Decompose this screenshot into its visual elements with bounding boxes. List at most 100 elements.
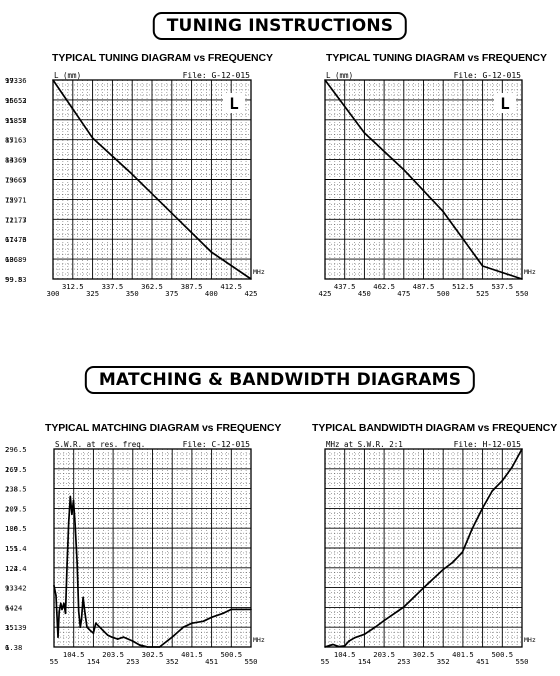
data-point <box>60 602 62 605</box>
data-point <box>71 513 73 516</box>
x-tick-label: 425 <box>319 289 332 298</box>
file-label: File: H-12-015 <box>454 440 522 449</box>
x-tick-label: 362.5 <box>141 282 163 291</box>
data-point <box>106 634 109 636</box>
y-tick-label: 35.39 <box>5 623 27 632</box>
data-point <box>461 551 464 554</box>
y-tick-label: 71.73 <box>5 215 27 224</box>
chart-2-title: TYPICAL TUNING DIAGRAM vs FREQUENCY <box>326 52 547 64</box>
data-point <box>95 622 97 624</box>
y-tick-label: 129.1 <box>5 195 27 204</box>
x-tick-label: 425 <box>245 289 258 298</box>
data-point <box>521 278 523 280</box>
chart-1-title: TYPICAL TUNING DIAGRAM vs FREQUENCY <box>52 52 273 64</box>
plot-frame <box>52 79 252 280</box>
y-tick-label: 75.7 <box>5 195 22 204</box>
data-point <box>403 606 405 608</box>
data-point <box>69 495 72 498</box>
y-tick-label: 1 <box>5 643 9 652</box>
y-tick-label: 59.83 <box>5 275 27 284</box>
x-tick-label: 352 <box>166 657 179 666</box>
y-tick-label: 158.8 <box>5 116 27 125</box>
y-tick-label: 151.3 <box>5 136 27 145</box>
data-point <box>171 636 173 638</box>
y-axis-label: L (mm) <box>326 71 353 80</box>
y-axis-label: L (mm) <box>54 71 81 80</box>
x-unit-label: MHz <box>253 268 265 276</box>
y-tick-label: 93.42 <box>5 584 27 593</box>
data-point <box>191 622 193 624</box>
y-tick-label: 106.9 <box>5 255 27 264</box>
data-point <box>90 630 92 632</box>
x-tick-label: 500 <box>437 289 450 298</box>
y-tick-label: 67.76 <box>5 235 27 244</box>
y-tick-label: 209.5 <box>5 504 27 513</box>
data-point <box>521 448 523 450</box>
data-point <box>373 626 376 629</box>
y-tick-label: 238.5 <box>5 485 27 494</box>
x-tick-label: 451 <box>476 657 489 666</box>
x-tick-label: 475 <box>397 289 410 298</box>
y-tick-label: 173.6 <box>5 76 27 85</box>
x-tick-label: 302.5 <box>142 650 164 659</box>
data-point <box>86 626 88 628</box>
x-tick-label: 437.5 <box>334 282 356 291</box>
y-tick-label: 95.53 <box>5 96 27 105</box>
y-tick-label: 1.4 <box>5 564 18 573</box>
x-tick-label: 104.5 <box>334 650 356 659</box>
badge-label: L <box>500 94 510 113</box>
data-point <box>348 640 350 642</box>
x-tick-label: 401.5 <box>181 650 203 659</box>
x-tick-label: 302.5 <box>413 650 435 659</box>
plot-frame <box>324 79 523 280</box>
data-point <box>182 626 185 628</box>
x-tick-label: 500.5 <box>491 650 513 659</box>
x-tick-label: 337.5 <box>102 282 124 291</box>
x-tick-label: 537.5 <box>491 282 513 291</box>
y-tick-label: 114.3 <box>5 235 27 244</box>
y-tick-label: 1.5 <box>5 544 18 553</box>
data-point <box>324 79 326 81</box>
matching-bandwidth-banner: MATCHING & BANDWIDTH DIAGRAMS <box>84 366 476 394</box>
data-point <box>343 645 346 647</box>
y-tick-label: 87.6 <box>5 136 22 145</box>
y-tick-label: 2 <box>5 445 9 454</box>
x-tick-label: 375 <box>165 289 178 298</box>
data-point <box>158 646 161 648</box>
x-tick-label: 312.5 <box>62 282 84 291</box>
data-point <box>131 173 133 176</box>
y-axis-label: S.W.R. at res. freq. <box>55 440 145 449</box>
data-point <box>250 278 252 280</box>
plot-frame <box>324 448 523 648</box>
x-tick-label: 300 <box>47 289 60 298</box>
y-tick-label: 1.9 <box>5 465 18 474</box>
data-point <box>99 626 101 628</box>
data-point <box>338 645 340 648</box>
badge-background <box>223 93 245 113</box>
x-tick-label: 154 <box>87 657 100 666</box>
chart-4-title: TYPICAL BANDWIDTH DIAGRAM vs FREQUENCY <box>312 422 558 434</box>
x-tick-label: 412.5 <box>220 282 242 291</box>
y-tick-label: 180.5 <box>5 524 27 533</box>
x-tick-label: 512.5 <box>452 282 474 291</box>
y-tick-label: 99.5 <box>5 275 22 284</box>
y-tick-label: 6.38 <box>5 643 22 652</box>
x-tick-label: 253 <box>397 657 410 666</box>
data-point <box>88 628 90 630</box>
x-tick-label: 550 <box>516 657 529 666</box>
data-series-line <box>52 79 252 280</box>
y-tick-label: 121.7 <box>5 215 27 224</box>
x-tick-label: 400 <box>205 289 218 298</box>
data-point <box>116 638 119 640</box>
tuning-instructions-banner: TUNING INSTRUCTIONS <box>152 12 408 40</box>
x-tick-label: 550 <box>516 289 529 298</box>
data-series-line <box>324 448 523 648</box>
data-point <box>122 636 125 638</box>
y-tick-label: 1.7 <box>5 504 18 513</box>
badge-background <box>494 93 516 113</box>
y-tick-label: 1.3 <box>5 584 18 593</box>
